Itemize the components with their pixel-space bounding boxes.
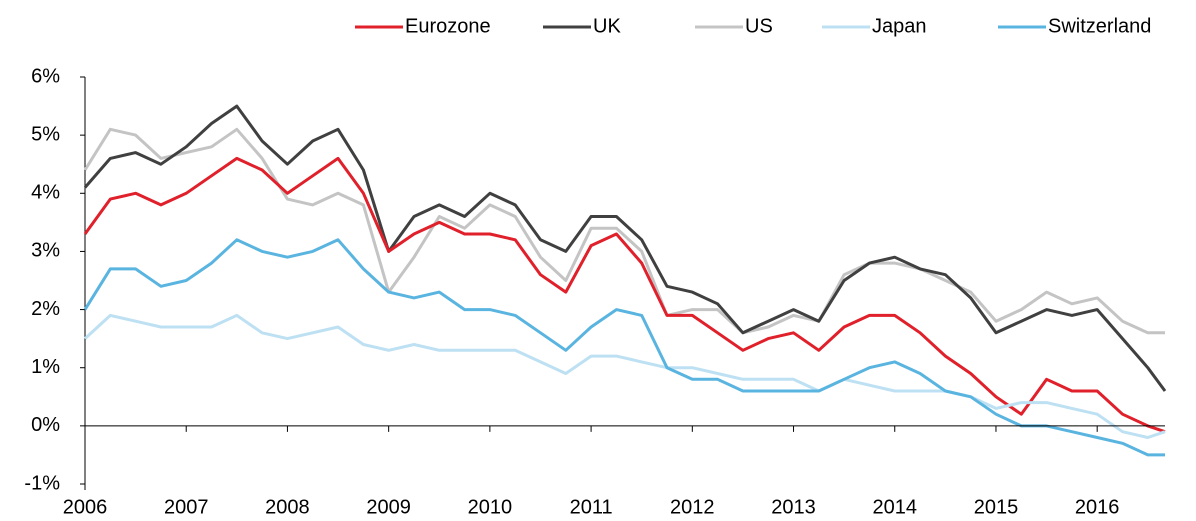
x-tick-label: 2011 xyxy=(570,496,613,518)
x-tick-label: 2006 xyxy=(63,496,108,518)
legend-label: UK xyxy=(593,15,621,37)
y-tick-label: 0% xyxy=(31,414,60,436)
x-tick-label: 2014 xyxy=(872,496,917,518)
series-line xyxy=(83,127,1165,335)
y-tick-label: 1% xyxy=(31,356,60,378)
series-line xyxy=(83,238,1165,457)
y-tick-label: 5% xyxy=(31,123,60,145)
y-tick-label: -1% xyxy=(24,472,60,494)
x-tick-label: 2009 xyxy=(366,496,411,518)
y-tick-label: 3% xyxy=(31,240,60,262)
x-tick-label: 2016 xyxy=(1075,496,1120,518)
y-tick-label: 2% xyxy=(31,298,60,320)
x-tick-label: 2008 xyxy=(265,496,310,518)
x-tick-label: 2010 xyxy=(468,496,513,518)
y-tick-label: 4% xyxy=(31,182,60,204)
x-tick-label: 2012 xyxy=(670,496,715,518)
x-tick-label: 2013 xyxy=(771,496,816,518)
series-line xyxy=(83,156,1166,434)
x-tick-label: 2015 xyxy=(974,496,1019,518)
legend-label: Eurozone xyxy=(405,15,491,37)
y-tick-label: 6% xyxy=(31,65,60,87)
series-line xyxy=(83,104,1167,392)
legend-label: US xyxy=(745,15,773,37)
legend-label: Switzerland xyxy=(1048,15,1151,37)
legend-label: Japan xyxy=(872,15,927,37)
x-tick-label: 2007 xyxy=(164,496,209,518)
series-line xyxy=(83,313,1166,439)
